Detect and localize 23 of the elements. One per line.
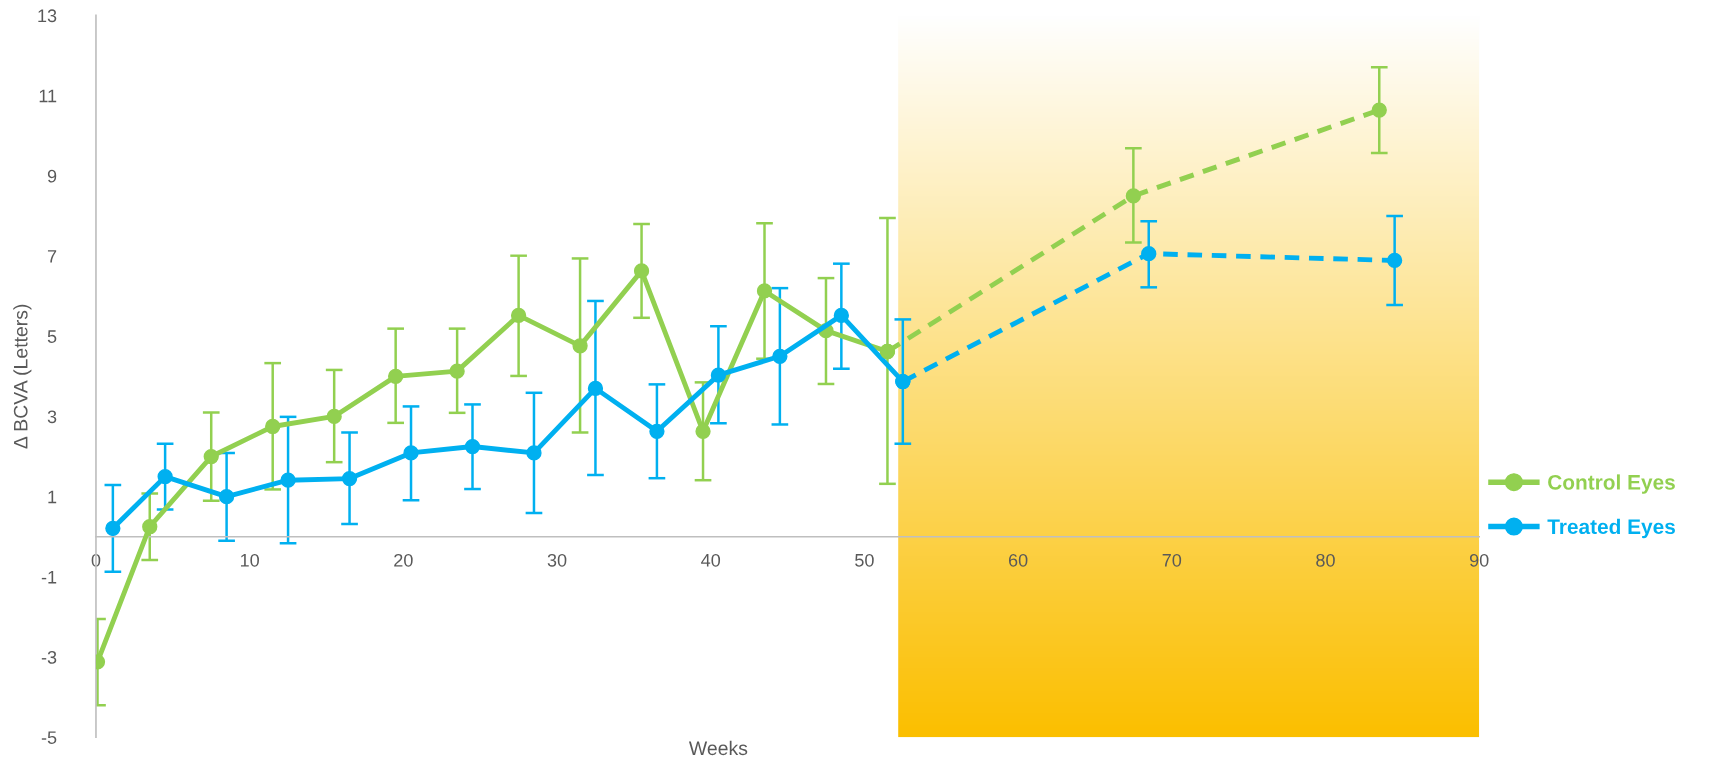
y-tick-label: 5 — [47, 330, 57, 343]
legend-label: Control Eyes — [1548, 474, 1675, 494]
y-tick-label: 9 — [47, 169, 57, 183]
x-tick-label: 40 — [701, 553, 721, 567]
y-tick-label: 7 — [47, 250, 57, 263]
y-axis-title: Δ BCVA (Letters) — [13, 304, 32, 449]
y-tick-label: -3 — [41, 650, 57, 664]
x-tick-label: 10 — [240, 553, 259, 567]
x-tick-label: 80 — [1316, 553, 1335, 567]
x-axis-title: Weeks — [688, 740, 748, 756]
x-tick-label: 20 — [394, 553, 413, 567]
y-tick-label: -1 — [41, 570, 57, 584]
y-tick-label: 3 — [47, 410, 57, 424]
x-tick-label: 60 — [1008, 553, 1028, 567]
x-tick-label: 0 — [91, 553, 101, 567]
y-tick-label: 11 — [39, 89, 57, 103]
x-tick-label: 50 — [855, 553, 874, 567]
y-tick-label: -5 — [41, 731, 57, 744]
y-tick-label: 1 — [48, 490, 57, 504]
x-tick-label: 30 — [547, 553, 567, 567]
y-tick-label: 13 — [38, 9, 57, 23]
legend-label: Treated Eyes — [1547, 518, 1675, 539]
x-tick-label: 70 — [1162, 553, 1182, 567]
